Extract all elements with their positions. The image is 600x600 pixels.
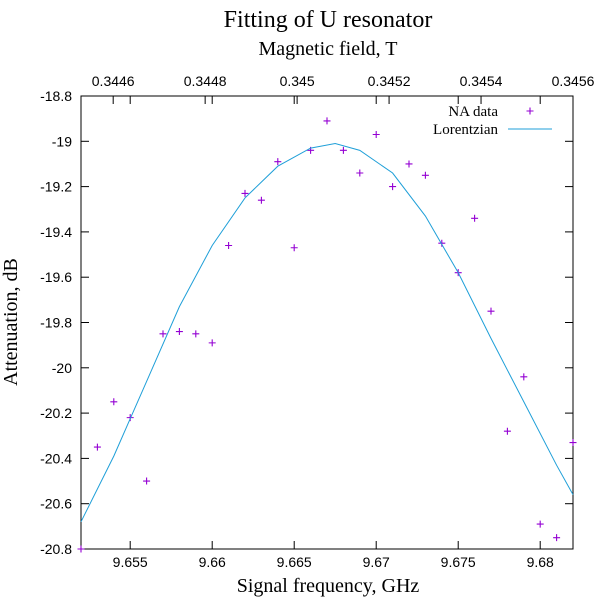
chart-title: Fitting of U resonator bbox=[224, 7, 433, 33]
y-tick-label: -20.4 bbox=[40, 450, 72, 466]
data-point bbox=[192, 330, 200, 338]
legend-label: NA data bbox=[448, 104, 498, 120]
y-tick-label: -19.8 bbox=[40, 315, 72, 331]
y-tick-label: -19.4 bbox=[40, 224, 72, 240]
x-tick-label: 9.675 bbox=[441, 554, 476, 570]
y-tick-label: -20 bbox=[52, 360, 72, 376]
data-point bbox=[553, 534, 561, 542]
data-point bbox=[77, 545, 85, 553]
top-tick-label: 0.3452 bbox=[368, 73, 411, 89]
data-point bbox=[487, 307, 495, 315]
data-point bbox=[520, 373, 528, 381]
data-point bbox=[421, 171, 429, 179]
data-point bbox=[143, 477, 151, 485]
data-point bbox=[323, 117, 331, 125]
top-tick-label: 0.3454 bbox=[460, 73, 503, 89]
x-tick-label: 9.665 bbox=[277, 554, 312, 570]
plot-frame bbox=[80, 95, 574, 550]
top-tick-label: 0.345 bbox=[280, 73, 315, 89]
data-point bbox=[257, 196, 265, 204]
data-point bbox=[110, 398, 118, 406]
y-tick-label: -19.2 bbox=[40, 179, 72, 195]
data-point bbox=[438, 239, 446, 247]
data-point bbox=[356, 169, 364, 177]
y-tick-label: -20.2 bbox=[40, 405, 72, 421]
data-point bbox=[471, 214, 479, 222]
plot-area: 9.655 9.66 9.665 9.67 9.675 9.68 -20.8 -20.6 -20… bbox=[40, 73, 595, 570]
y-tick-label: -19 bbox=[52, 133, 72, 149]
data-point bbox=[159, 330, 167, 338]
data-point bbox=[175, 328, 183, 336]
data-point bbox=[290, 244, 298, 252]
data-point bbox=[569, 439, 577, 447]
y-tick-label: -18.8 bbox=[40, 88, 72, 104]
x-tick-label: 9.67 bbox=[363, 554, 390, 570]
y-tick-label: -19.6 bbox=[40, 269, 72, 285]
data-point bbox=[536, 520, 544, 528]
x-axis-title: Signal frequency, GHz bbox=[237, 575, 420, 597]
top-tick-label: 0.3456 bbox=[552, 73, 595, 89]
x-tick-label: 9.68 bbox=[527, 554, 554, 570]
data-point bbox=[405, 160, 413, 168]
y-tick-label: -20.8 bbox=[40, 541, 72, 557]
x-tick-label: 9.66 bbox=[199, 554, 226, 570]
x-tick-label: 9.655 bbox=[113, 554, 148, 570]
data-point bbox=[93, 443, 101, 451]
data-point bbox=[339, 146, 347, 154]
data-point bbox=[208, 339, 216, 347]
y-tick-label: -20.6 bbox=[40, 496, 72, 512]
y-axis-title: Attenuation, dB bbox=[0, 258, 22, 386]
data-point bbox=[372, 131, 380, 138]
top-tick-label: 0.3448 bbox=[184, 73, 227, 89]
data-point bbox=[241, 189, 249, 197]
data-point bbox=[503, 427, 511, 435]
top-axis-title: Magnetic field, T bbox=[258, 38, 397, 60]
legend-marker-sample bbox=[526, 107, 534, 115]
data-point bbox=[274, 158, 282, 166]
top-tick-label: 0.3446 bbox=[92, 73, 135, 89]
lorentzian-fit-line bbox=[80, 143, 574, 523]
data-point bbox=[389, 183, 397, 191]
legend-label: Lorentzian bbox=[433, 122, 498, 138]
data-point bbox=[225, 241, 233, 249]
